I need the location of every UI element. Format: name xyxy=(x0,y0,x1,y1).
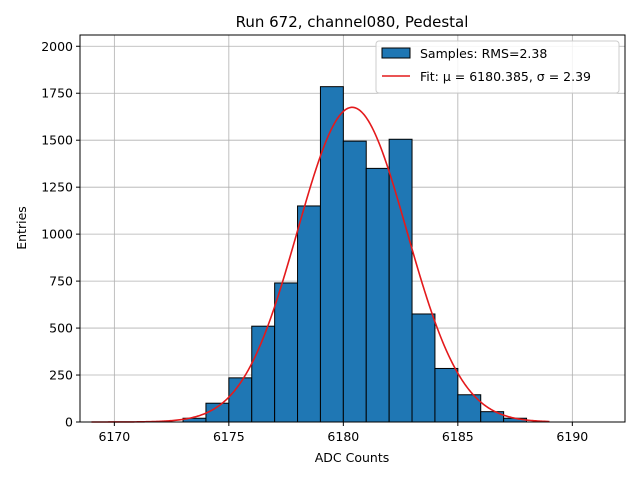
histogram-bar xyxy=(434,367,459,423)
histogram-bar xyxy=(251,325,276,423)
plot-frame xyxy=(79,34,626,423)
y-tick-label: 0 xyxy=(65,415,73,430)
histogram-bars xyxy=(182,86,528,423)
y-tick-label: 1750 xyxy=(41,86,73,101)
histogram-bar xyxy=(297,205,321,423)
fit-curve-layer xyxy=(91,106,550,423)
histogram-bar xyxy=(365,167,390,423)
y-tick-label: 1250 xyxy=(41,180,73,195)
legend-box xyxy=(375,40,620,94)
legend: Samples: RMS=2.38 Fit: μ = 6180.385, σ =… xyxy=(375,40,620,94)
histogram-bar xyxy=(228,377,253,423)
x-tick-label: 6185 xyxy=(442,429,474,444)
legend-label-samples: Samples: RMS=2.38 xyxy=(420,46,547,61)
x-tick-label: 6190 xyxy=(556,429,588,444)
histogram-bar xyxy=(319,86,344,423)
fit-curve xyxy=(91,106,550,423)
x-axis-label: ADC Counts xyxy=(315,450,390,465)
x-tick-label: 6180 xyxy=(327,429,359,444)
y-tick-label: 500 xyxy=(49,321,73,336)
histogram-bar xyxy=(274,282,299,423)
chart-title: Run 672, channel080, Pedestal xyxy=(236,13,469,31)
y-axis-label: Entries xyxy=(14,206,29,250)
y-tick-label: 250 xyxy=(49,368,73,383)
histogram-bar xyxy=(411,313,436,423)
x-tick-label: 6170 xyxy=(98,429,130,444)
legend-label-fit: Fit: μ = 6180.385, σ = 2.39 xyxy=(420,69,591,84)
x-axis-ticks: 6170 6175 6180 6185 6190 xyxy=(98,422,588,444)
y-axis-ticks: 0 250 500 750 1000 1250 1500 1750 2000 xyxy=(41,39,80,430)
histogram-bar xyxy=(342,140,367,423)
y-tick-label: 750 xyxy=(49,274,73,289)
y-tick-label: 1000 xyxy=(41,227,73,242)
y-tick-label: 1500 xyxy=(41,133,73,148)
x-tick-label: 6175 xyxy=(213,429,245,444)
y-tick-label: 2000 xyxy=(41,39,73,54)
legend-swatch-samples xyxy=(381,47,411,59)
